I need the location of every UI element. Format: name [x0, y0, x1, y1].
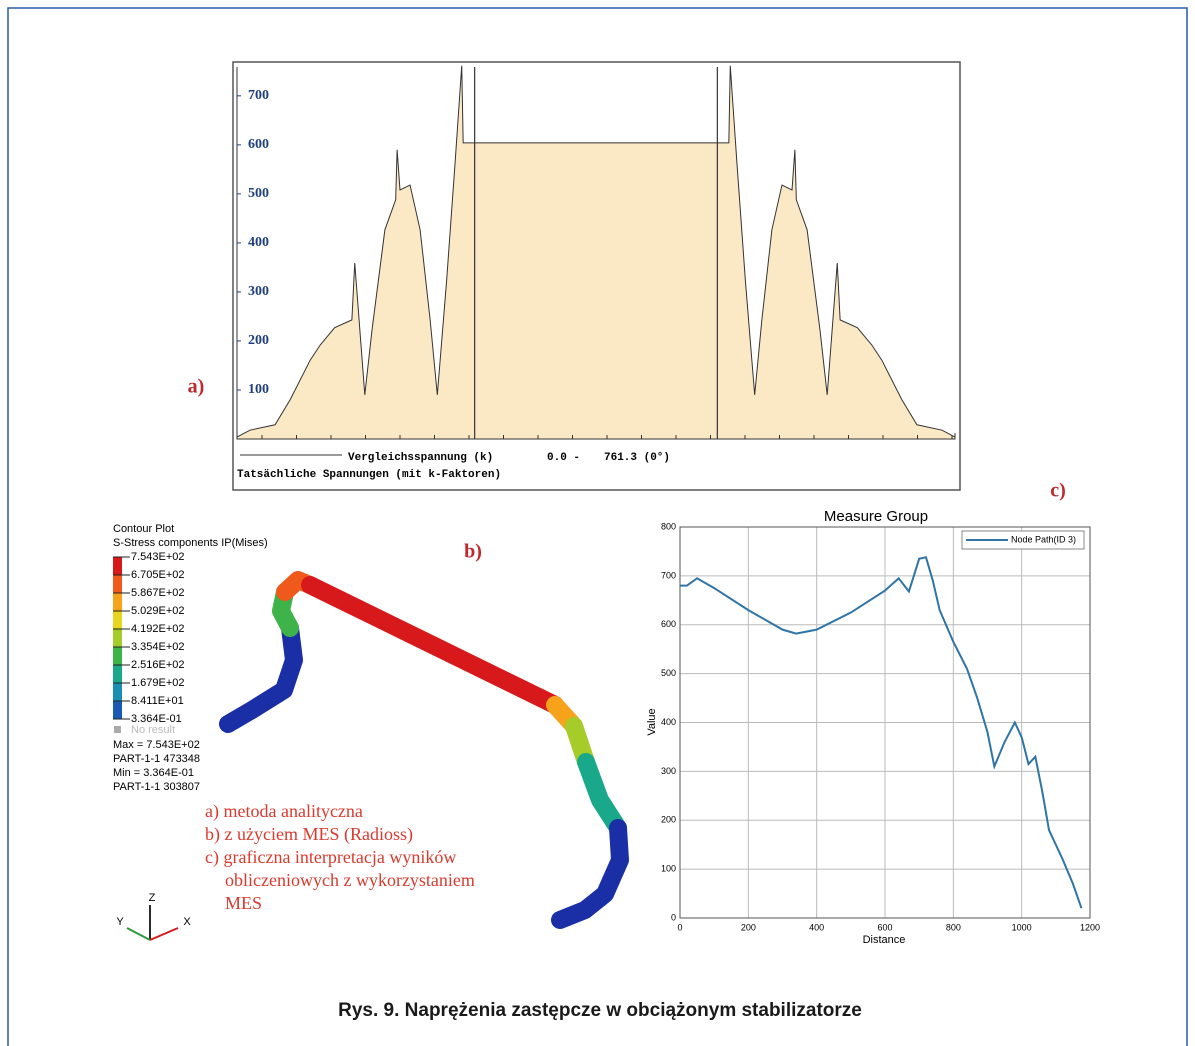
- stabilizer-part: [586, 762, 618, 828]
- triad-axis: [150, 928, 178, 940]
- axis-letter: Z: [149, 892, 156, 904]
- contour-subtitle: S-Stress components IP(Mises): [113, 537, 268, 549]
- panel-label: b): [464, 541, 482, 563]
- contour-level: 1.679E+02: [131, 677, 185, 689]
- y-tick-label: 600: [661, 619, 676, 629]
- contour-swatch: [113, 611, 122, 629]
- contour-info: PART-1-1 303807: [113, 781, 200, 793]
- y-tick-label: 700: [248, 88, 269, 103]
- legend-text: Vergleichsspannung (k): [348, 452, 493, 464]
- y-tick-label: 300: [661, 766, 676, 776]
- stabilizer-part: [228, 628, 294, 724]
- contour-info: PART-1-1 473348: [113, 753, 200, 765]
- contour-swatch: [113, 575, 122, 593]
- no-result-swatch: [114, 726, 121, 733]
- x-tick-label: 800: [946, 922, 961, 932]
- contour-swatch: [113, 647, 122, 665]
- contour-level: 5.867E+02: [131, 587, 185, 599]
- panel-label: a): [188, 376, 205, 398]
- contour-title: Contour Plot: [113, 523, 174, 535]
- y-tick-label: 400: [248, 235, 269, 250]
- x-tick-label: 600: [877, 922, 892, 932]
- note: a) metoda analityczna: [205, 801, 363, 822]
- legend-text: 761.3 (0°): [604, 452, 670, 464]
- y-tick-label: 0: [671, 912, 676, 922]
- x-tick-label: 400: [809, 922, 824, 932]
- contour-level: 6.705E+02: [131, 569, 185, 581]
- note: b) z użyciem MES (Radioss): [205, 824, 413, 845]
- contour-swatch: [113, 629, 122, 647]
- stabilizer: [228, 580, 620, 920]
- contour-level: 2.516E+02: [131, 659, 185, 671]
- figure: a) b) c) Rys. 9. Naprężenia zastępcze w …: [0, 0, 1195, 1046]
- y-tick-label: 700: [661, 570, 676, 580]
- x-tick-label: 1200: [1080, 922, 1100, 932]
- contour-swatch: [113, 683, 122, 701]
- contour-info: Min = 3.364E-01: [113, 767, 194, 779]
- axis-letter: Y: [116, 916, 124, 928]
- y-tick-label: 100: [661, 864, 676, 874]
- note: obliczeniowych z wykorzystaniem: [225, 870, 475, 890]
- stabilizer-part: [560, 828, 620, 920]
- contour-info: Max = 7.543E+02: [113, 739, 200, 751]
- note: c) graficzna interpretacja wyników: [205, 847, 456, 868]
- triad-axis: [127, 928, 150, 940]
- chart-title: Measure Group: [824, 508, 928, 525]
- legend-text: 0.0 -: [547, 452, 580, 464]
- caption: Rys. 9. Naprężenia zastępcze w obciążony…: [338, 1000, 862, 1021]
- y-tick-label: 800: [661, 521, 676, 531]
- y-tick-label: 200: [661, 815, 676, 825]
- contour-level: 8.411E+01: [131, 695, 184, 707]
- y-tick-label: 400: [661, 717, 676, 727]
- contour-level: 4.192E+02: [131, 623, 185, 635]
- chart-subtitle: Tatsächliche Spannungen (mit k-Faktoren): [237, 469, 501, 481]
- note: MES: [225, 893, 262, 913]
- panel-label: c): [1050, 480, 1066, 502]
- stabilizer-part: [310, 585, 555, 705]
- x-tick-label: 0: [677, 922, 682, 932]
- y-tick-label: 200: [248, 333, 269, 348]
- y-axis-label: Value: [646, 708, 658, 735]
- y-tick-label: 100: [248, 382, 269, 397]
- contour-swatch: [113, 593, 122, 611]
- y-tick-label: 500: [248, 186, 269, 201]
- x-tick-label: 1000: [1012, 922, 1032, 932]
- contour-swatch: [113, 665, 122, 683]
- axis-letter: X: [183, 916, 191, 928]
- contour-level: 3.354E+02: [131, 641, 185, 653]
- no-result: No result: [131, 724, 175, 736]
- contour-swatch: [113, 701, 122, 719]
- contour-swatch: [113, 557, 122, 575]
- y-tick-label: 300: [248, 284, 269, 299]
- legend-text: Node Path(ID 3): [1011, 534, 1076, 544]
- axis-triad: [127, 905, 178, 940]
- contour-level: 5.029E+02: [131, 605, 185, 617]
- y-tick-label: 600: [248, 137, 269, 152]
- contour-level: 7.543E+02: [131, 551, 185, 563]
- x-axis-label: Distance: [863, 934, 906, 946]
- x-tick-label: 200: [741, 922, 756, 932]
- y-tick-label: 500: [661, 668, 676, 678]
